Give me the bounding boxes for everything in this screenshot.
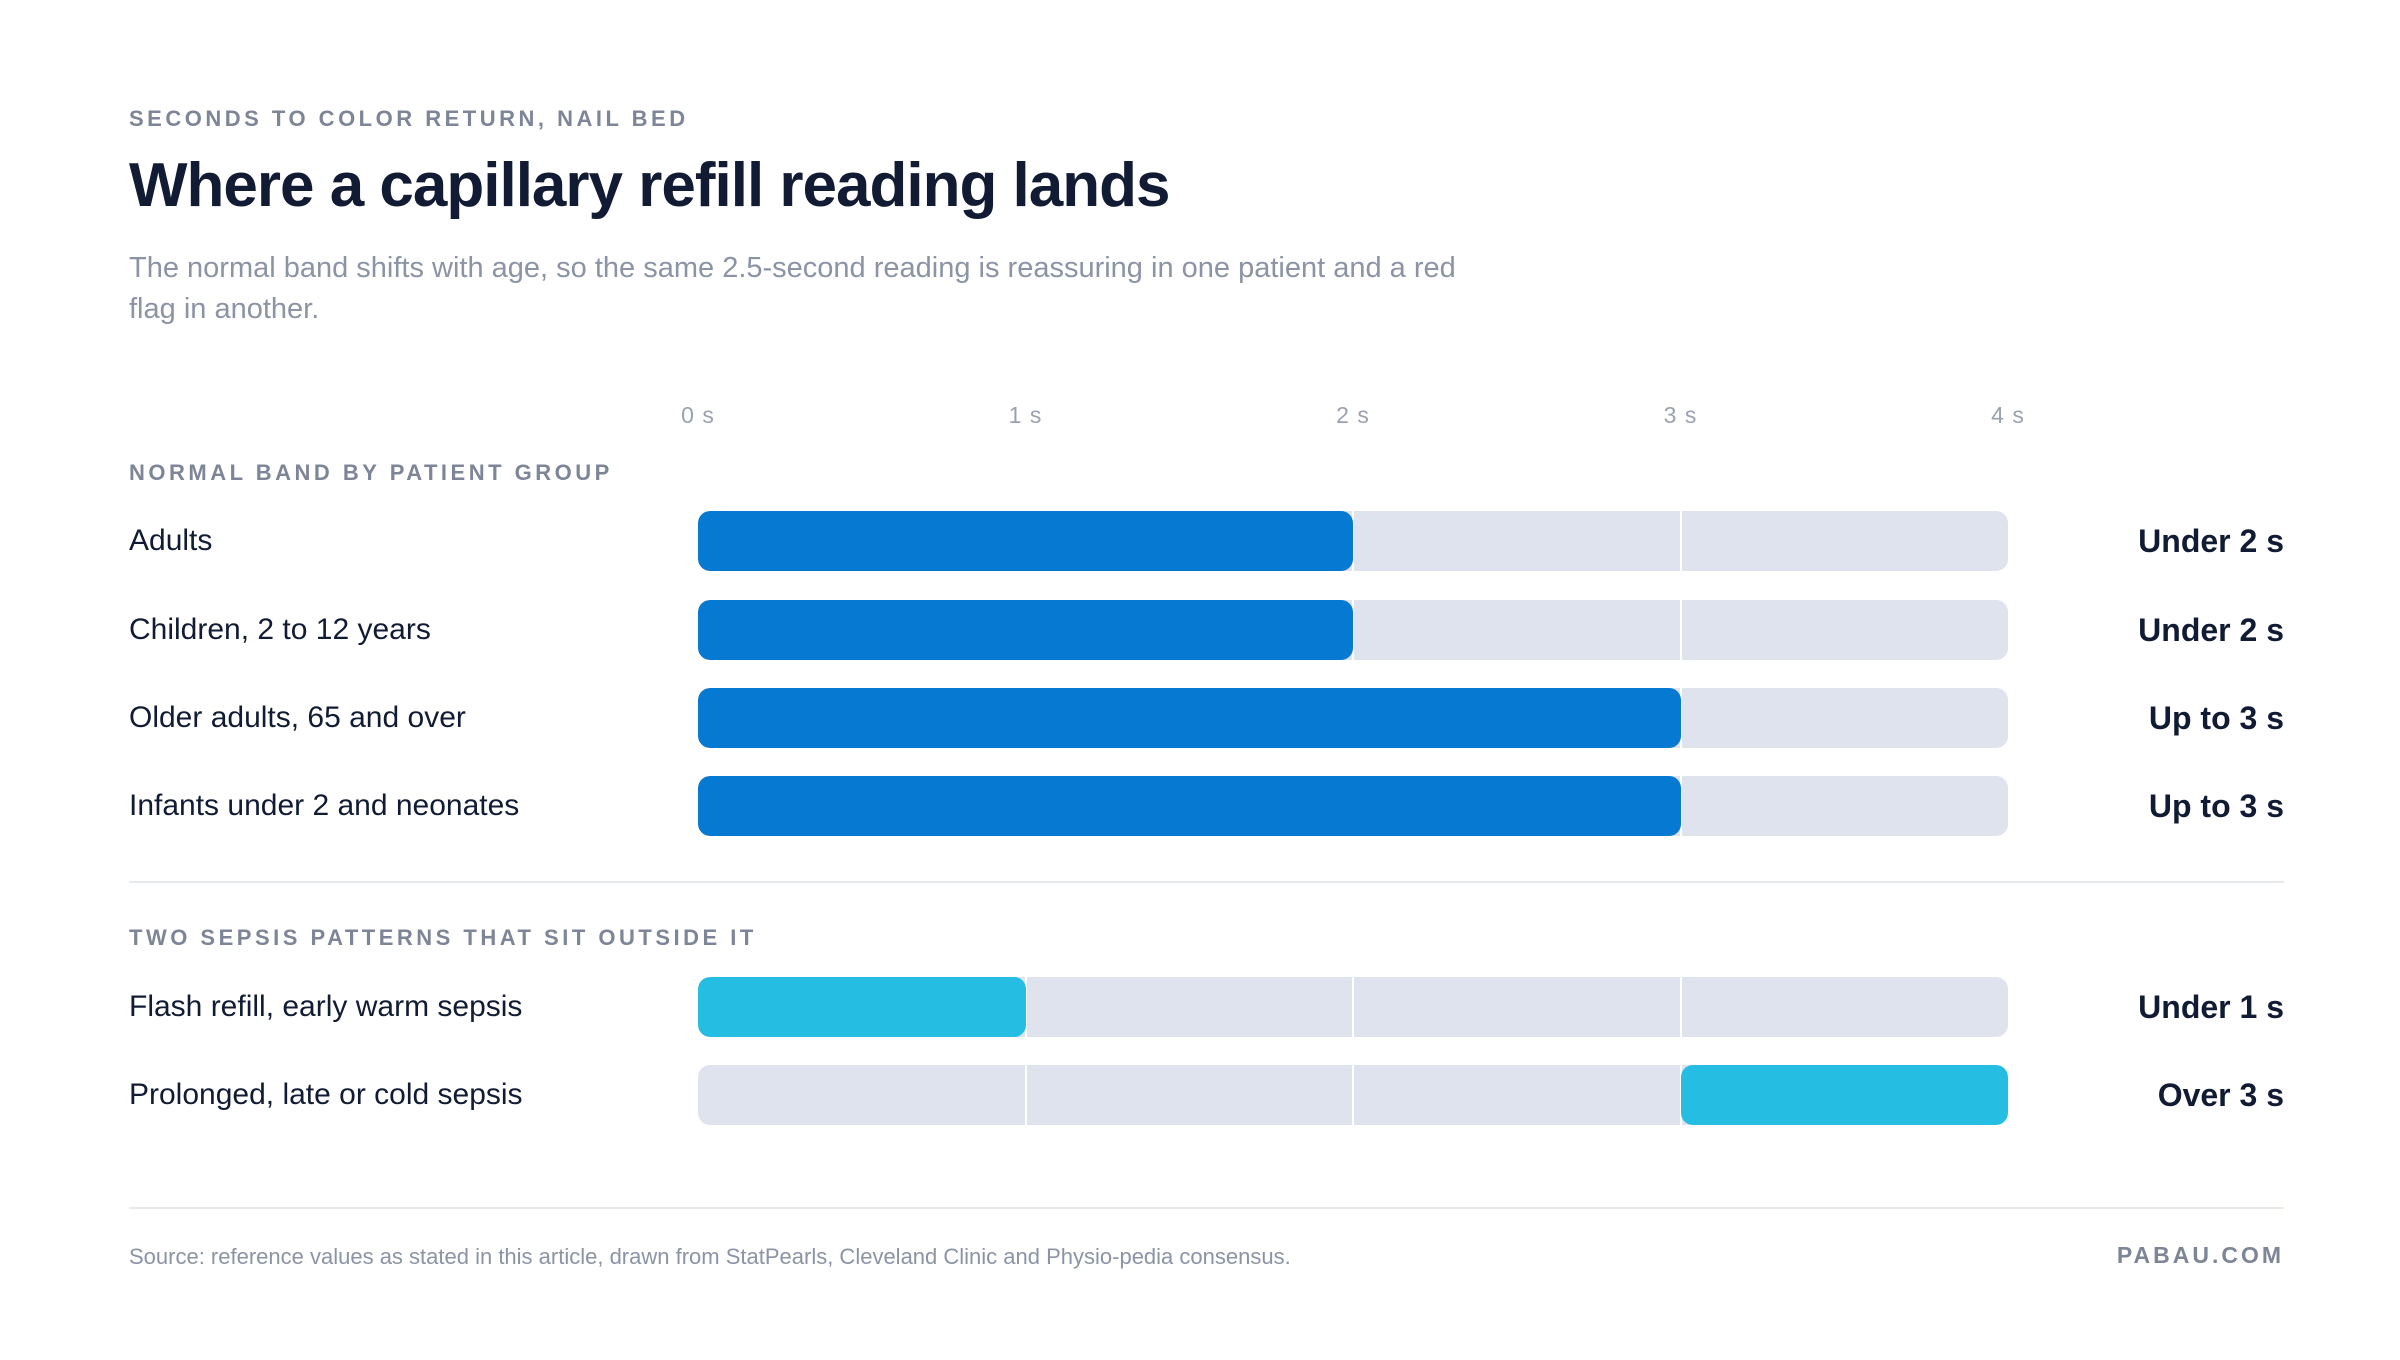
gridline [1352,511,1354,571]
row-value-label: Up to 3 s [2148,700,2284,736]
gridline [1352,600,1354,660]
bar-track [698,688,2008,748]
row-label: Infants under 2 and neonates [129,789,520,822]
row-label: Flash refill, early warm sepsis [129,990,523,1023]
gridline [1679,776,1682,836]
bar [698,511,1353,571]
row-value-label: Under 2 s [2138,612,2284,648]
brand-link[interactable]: PABAU.COM [2116,1242,2284,1268]
chart-title: Where a capillary refill reading lands [129,151,1170,220]
bar [698,977,1026,1037]
gridline [1679,600,1682,660]
bar [1680,1065,2008,1125]
x-tick-label: 4 s [1991,402,2025,428]
row-label: Prolonged, late or cold sepsis [129,1078,523,1111]
x-tick-label: 0 s [681,402,715,428]
row-label: Adults [129,524,213,557]
gridline [1679,688,1682,748]
gridline [1024,977,1027,1037]
group-label: TWO SEPSIS PATTERNS THAT SIT OUTSIDE IT [129,925,757,950]
bar [698,600,1353,660]
row-value-label: Under 1 s [2138,989,2284,1025]
gridline [1024,1065,1027,1125]
row-value-label: Over 3 s [2157,1077,2284,1113]
gridline [1352,1065,1354,1125]
bar-track [698,776,2008,836]
x-tick-label: 3 s [1663,402,1698,428]
row-value-label: Under 2 s [2138,523,2284,559]
source-note: Source: reference values as stated in th… [129,1244,1291,1269]
group-label: NORMAL BAND BY PATIENT GROUP [129,460,613,485]
bar-track [698,1065,2008,1125]
row-value-label: Up to 3 s [2148,788,2284,824]
chart-eyebrow: SECONDS TO COLOR RETURN, NAIL BED [129,106,689,131]
row-label: Children, 2 to 12 years [129,613,431,646]
bar [698,776,1681,836]
bar-track [698,977,2008,1037]
bar-track [698,511,2008,571]
gridline [1679,511,1682,571]
gridline [1352,977,1354,1037]
bar [698,688,1681,748]
x-tick-label: 2 s [1336,402,1370,428]
bar-track [698,600,2008,660]
chart-subtitle: The normal band shifts with age, so the … [129,252,1456,325]
gridline [1679,977,1682,1037]
x-tick-label: 1 s [1008,402,1043,428]
section-divider [129,881,2284,883]
row-label: Older adults, 65 and over [129,701,466,734]
footer-divider [129,1207,2284,1209]
